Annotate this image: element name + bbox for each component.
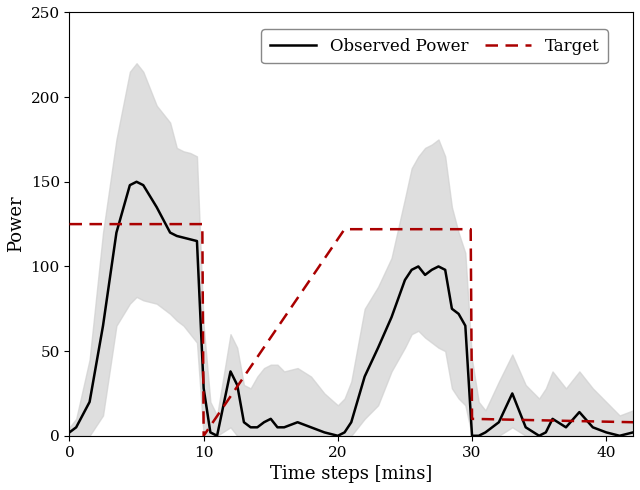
Target <box>629 419 637 425</box>
Target <box>198 221 206 227</box>
Target <box>66 221 74 227</box>
Target <box>340 226 348 232</box>
X-axis label: Time steps [mins]: Time steps [mins] <box>270 465 433 483</box>
Observed Power <box>213 433 221 439</box>
Target <box>468 416 476 422</box>
Target <box>340 226 348 232</box>
Target <box>468 416 476 422</box>
Observed Power <box>227 368 234 374</box>
Observed Power <box>260 419 268 425</box>
Target <box>467 226 474 232</box>
Observed Power <box>240 419 248 425</box>
Target <box>200 433 207 439</box>
Observed Power <box>66 429 74 435</box>
Target <box>200 433 207 439</box>
Observed Power <box>132 179 140 185</box>
Observed Power <box>629 429 637 435</box>
Line: Observed Power: Observed Power <box>70 182 633 436</box>
Line: Target: Target <box>70 224 633 436</box>
Observed Power <box>428 267 436 273</box>
Y-axis label: Power: Power <box>7 196 25 252</box>
Target <box>198 221 206 227</box>
Target <box>467 226 474 232</box>
Observed Power <box>180 235 188 241</box>
Observed Power <box>253 424 261 430</box>
Legend: Observed Power, Target: Observed Power, Target <box>261 29 608 63</box>
